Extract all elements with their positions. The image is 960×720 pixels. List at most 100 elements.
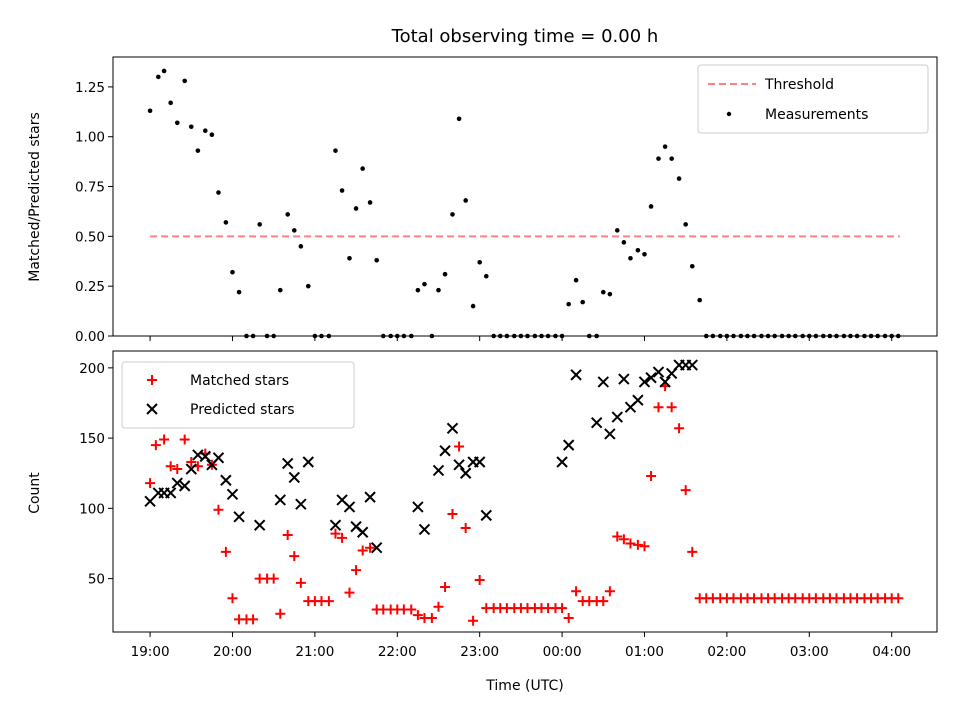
matched-star-point xyxy=(447,508,458,519)
predicted-star-point xyxy=(295,498,307,510)
matched-star-point xyxy=(179,434,190,445)
measurement-point xyxy=(422,281,427,287)
predicted-star-point xyxy=(164,487,177,499)
predicted-star-point xyxy=(199,450,211,463)
matched-star-point xyxy=(639,541,650,552)
predicted-star-point xyxy=(562,439,575,451)
matched-star-point xyxy=(412,610,423,621)
measurement-point xyxy=(689,263,695,269)
matched-star-point xyxy=(145,478,156,489)
predicted-legend-marker xyxy=(146,403,158,415)
measurement-point xyxy=(147,108,153,114)
predicted-star-point xyxy=(185,463,197,475)
matched-star-point xyxy=(674,423,685,434)
matched-star-point xyxy=(666,402,677,413)
matched-star-point xyxy=(344,587,355,598)
measurement-point xyxy=(442,271,448,277)
matched-star-point xyxy=(612,531,623,542)
matched-star-point xyxy=(282,530,293,541)
measurement-point xyxy=(333,148,338,153)
predicted-star-point xyxy=(446,422,459,434)
bottom-y-tick-label: 50 xyxy=(88,572,105,588)
measurement-point xyxy=(607,291,613,297)
top-legend-frame xyxy=(697,64,929,134)
measurement-point xyxy=(367,200,373,205)
predicted-star-point xyxy=(570,369,582,381)
bottom-legend: Matched stars Predicted stars xyxy=(121,361,355,429)
measurement-point xyxy=(236,289,242,295)
matched-star-point xyxy=(220,546,231,557)
matched-star-point xyxy=(680,485,691,496)
x-tick-label: 21:00 xyxy=(295,644,334,660)
measurement-point xyxy=(223,220,229,225)
bottom-y-tick-label: 150 xyxy=(79,431,105,447)
predicted-star-point xyxy=(364,491,376,503)
predicted-star-point xyxy=(412,501,424,513)
x-tick-label: 01:00 xyxy=(625,644,664,660)
top-y-tick-label: 0.50 xyxy=(75,229,105,245)
x-tick-label: 00:00 xyxy=(543,644,582,660)
matched-star-point xyxy=(460,523,471,534)
matched-star-point xyxy=(227,593,238,604)
predicted-star-point xyxy=(171,477,183,489)
measurement-point xyxy=(662,144,668,149)
matched-star-point xyxy=(632,539,643,550)
bottom-y-tick-label: 200 xyxy=(79,361,105,377)
measurement-point xyxy=(156,74,161,80)
predicted-star-point xyxy=(432,464,445,477)
measurement-point xyxy=(580,299,585,305)
measurement-point xyxy=(573,277,579,283)
matched-star-point xyxy=(186,456,197,467)
bottom-y-tick-label: 100 xyxy=(79,501,105,517)
matched-star-point xyxy=(571,586,582,597)
predicted-star-point xyxy=(604,428,616,440)
top-axes-frame xyxy=(112,56,938,337)
measurement-point xyxy=(216,190,221,195)
matched-star-point xyxy=(440,582,451,593)
top-legend: Threshold Measurements xyxy=(697,64,929,134)
measurement-point xyxy=(209,132,215,138)
measurements-legend-label: Measurements xyxy=(765,107,868,123)
measurement-point xyxy=(202,128,208,134)
measurement-point xyxy=(415,287,421,293)
measurement-point xyxy=(436,287,441,293)
measurement-point xyxy=(174,120,180,126)
matched-star-point xyxy=(289,551,300,562)
measurement-point xyxy=(188,124,194,130)
x-tick-label: 02:00 xyxy=(707,644,746,660)
matched-star-point xyxy=(150,440,161,451)
x-axis-label: Time (UTC) xyxy=(485,678,563,694)
measurement-point xyxy=(291,228,297,233)
measurement-point xyxy=(669,156,674,161)
measurement-point xyxy=(374,257,379,263)
matched-star-point xyxy=(357,545,368,556)
predicted-star-point xyxy=(212,452,225,464)
top-y-tick-label: 1.00 xyxy=(75,130,105,146)
predicted-star-point xyxy=(473,456,486,468)
matched-legend-label: Matched stars xyxy=(190,373,289,389)
predicted-star-point xyxy=(632,394,644,406)
matched-star-point xyxy=(365,542,376,553)
measurement-point xyxy=(298,244,304,249)
top-y-tick-label: 0.25 xyxy=(75,279,105,295)
x-tick-label: 23:00 xyxy=(460,644,499,660)
predicted-star-point xyxy=(302,456,314,468)
predicted-star-point xyxy=(144,495,156,508)
matched-star-point xyxy=(213,504,224,515)
top-y-tick-label: 0.75 xyxy=(75,180,105,196)
bottom-legend-frame xyxy=(121,361,355,429)
matched-star-point xyxy=(454,441,465,452)
predicted-star-point xyxy=(233,511,245,523)
matched-star-point xyxy=(268,573,279,584)
top-y-tick-label: 1.25 xyxy=(75,80,105,96)
matched-star-point xyxy=(604,586,615,597)
measurement-point xyxy=(483,273,489,279)
predicted-star-point xyxy=(686,359,698,371)
x-tick-label: 19:00 xyxy=(131,644,170,660)
x-tick-label: 20:00 xyxy=(213,644,252,660)
predicted-star-point xyxy=(659,376,671,388)
measurement-point xyxy=(683,222,688,227)
predicted-star-point xyxy=(370,541,383,554)
matched-star-point xyxy=(646,471,657,482)
